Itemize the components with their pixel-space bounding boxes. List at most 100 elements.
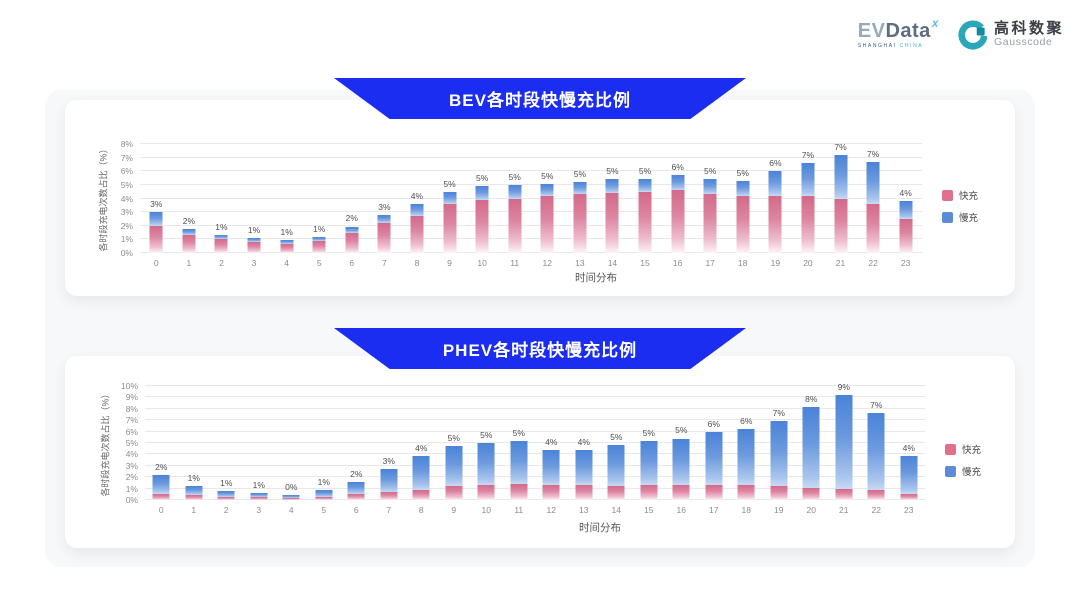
x-tick-label: 22 [871,505,881,515]
bar-segment-fast [705,485,723,500]
bar-segment-fast [443,203,457,253]
legend-item-slow: 慢充 [945,464,981,478]
bar-segment-fast [380,492,398,500]
slow-charge-swatch-icon [942,211,953,223]
bar-slot: 7% 22 [860,386,893,515]
bar-segment-slow [149,212,163,226]
x-tick-label: 18 [741,505,751,515]
legend-label-slow: 慢充 [959,213,979,224]
x-tick-label: 5 [321,505,327,515]
bar-segment-fast [770,486,788,500]
x-tick-label: 6 [353,505,359,515]
y-tick-label: 8% [125,403,138,414]
bar-slot: 1% 3 [243,386,276,515]
header-logos: EV Data x SHANGHAI CHINA 高科数聚 Gausscode [858,17,1064,50]
evdata-subtitle: SHANGHAI CHINA [858,44,923,49]
bar-segment-fast [280,243,294,253]
phev-chart-title: PHEV各时段快慢充比例 [442,341,638,360]
bar-segment-slow [250,493,268,498]
bar-segment-slow [703,179,717,195]
y-tick-label: 8% [120,139,133,149]
x-tick-label: 10 [481,505,491,515]
bar-slot: 4% 13 [568,386,601,515]
x-tick-label: 2 [219,258,224,268]
x-tick-label: 4 [288,505,294,515]
legend-item-slow: 慢充 [942,210,978,224]
bar-segment-fast [575,485,593,500]
bar-slot: 4% 8 [405,386,438,515]
bar-slot: 1% 1 [178,386,211,515]
bar-segment-fast [149,225,163,253]
gausscode-g-icon [958,20,987,50]
gridline [140,183,922,185]
bar-segment-fast [542,485,560,500]
gridline [140,211,922,213]
gridline [140,224,922,226]
bar-value-label: 6% [769,158,782,169]
bar-segment-fast [214,239,228,253]
gausscode-en-name: Gausscode [993,36,1053,49]
bar-slot: 4% 23 [889,144,922,268]
bar-slot: 5% 15 [629,144,662,268]
bar-segment-fast [377,223,391,253]
bar-segment-slow [640,440,658,486]
bar-segment-fast [185,495,203,500]
bar-value-label: 3% [378,201,391,212]
y-tick-label: 0% [120,248,133,258]
bar-slot: 5% 12 [531,144,564,268]
bar-value-label: 5% [512,427,525,438]
legend-label-slow: 慢充 [962,467,982,478]
x-tick-label: 13 [579,505,589,515]
y-tick-label: 1% [125,483,138,494]
bar-value-label: 5% [704,166,717,177]
gridline [145,453,925,455]
bar-segment-slow [834,154,848,199]
bar-slot: 5% 18 [727,144,760,268]
bar-value-label: 4% [545,436,558,447]
x-tick-label: 16 [672,258,683,268]
y-tick-label: 4% [125,449,138,460]
bar-segment-slow [510,440,528,484]
x-tick-label: 9 [447,258,452,268]
bar-segment-slow [768,171,782,196]
bar-segment-fast [250,497,268,500]
bar-segment-slow [705,431,723,486]
x-tick-label: 18 [738,258,748,268]
bar-segment-slow [380,469,398,492]
bev-chart-title-banner: BEV各时段快慢充比例 [334,78,746,119]
bar-value-label: 2% [182,215,196,226]
x-tick-label: 0 [158,505,164,515]
bar-slot: 2% 1 [173,144,206,268]
gausscode-logo: 高科数聚 Gausscode [957,20,1064,50]
bar-segment-slow [638,179,652,192]
x-tick-label: 8 [414,258,420,268]
y-tick-label: 3% [125,460,138,471]
bar-slot: 1% 5 [303,144,336,268]
x-tick-label: 11 [514,505,524,515]
x-tick-label: 1 [191,505,197,515]
bar-value-label: 1% [215,222,228,233]
bar-segment-slow [443,191,457,204]
x-tick-label: 7 [386,505,392,515]
bar-slot: 2% 0 [145,386,178,515]
bar-segment-fast [605,193,619,253]
bar-segment-fast [834,198,848,253]
gridline [145,476,925,478]
phev-y-axis-title: 各时段充电次数占比（%） [100,389,111,497]
bar-value-label: 5% [610,432,623,443]
bar-slot: 1% 2 [210,386,243,515]
bev-legend: 快充 慢充 [942,188,978,224]
y-tick-label: 1% [120,234,133,245]
bar-segment-slow [475,186,489,200]
bar-value-label: 5% [447,433,460,444]
x-tick-label: 6 [349,258,355,268]
bar-slot: 4% 23 [893,386,926,515]
bar-value-label: 5% [443,178,456,189]
bar-value-label: 4% [899,188,912,199]
bar-segment-slow [867,413,885,490]
bar-segment-slow [866,161,880,204]
gridline [145,442,925,443]
bar-segment-slow [182,228,196,236]
y-tick-label: 7% [125,415,138,426]
bar-value-label: 4% [415,442,428,453]
